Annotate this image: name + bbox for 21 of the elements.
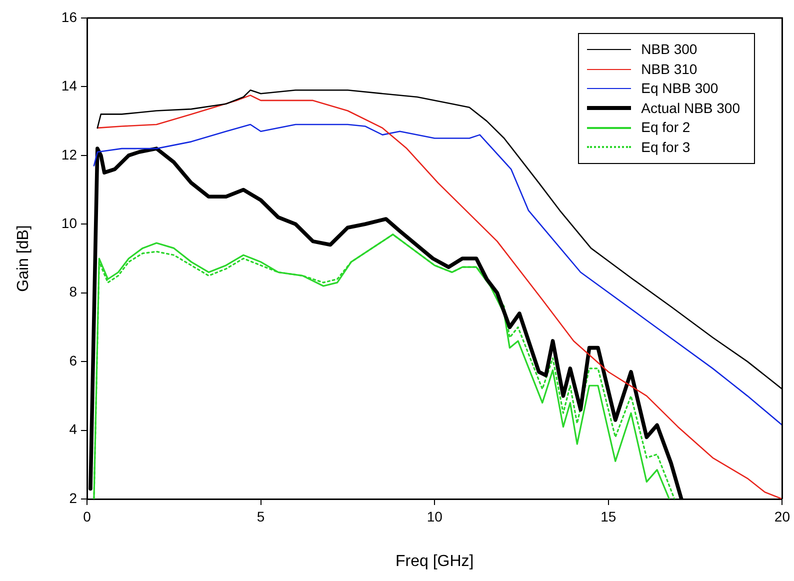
legend-label: Actual NBB 300 [641,98,740,118]
legend-label: NBB 300 [641,40,698,59]
y-tick-label: 8 [69,284,78,300]
legend-label: Eq NBB 300 [641,79,718,98]
x-axis-title: Freq [GHz] [395,552,474,570]
legend-label: Eq for 3 [641,138,690,157]
y-tick-label: 12 [61,146,78,162]
x-tick-label: 10 [426,508,443,524]
y-tick-label: 2 [69,490,78,506]
y-tick-label: 14 [61,78,78,94]
x-tick-label: 5 [256,508,265,524]
legend-label: NBB 310 [641,60,698,78]
y-tick-label: 4 [69,421,78,438]
y-axis-title: Gain [dB] [15,225,32,292]
x-tick-label: 0 [83,508,92,524]
y-tick-label: 6 [69,352,78,368]
y-tick-label: 10 [61,215,78,231]
x-tick-label: 20 [774,508,790,524]
legend-label: Eq for 2 [641,118,690,137]
x-tick-label: 15 [600,508,616,524]
y-tick-label: 16 [61,8,78,25]
